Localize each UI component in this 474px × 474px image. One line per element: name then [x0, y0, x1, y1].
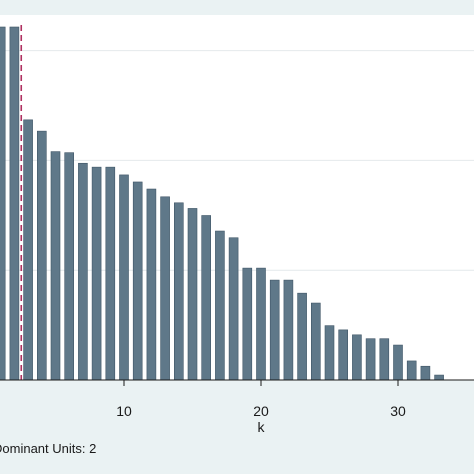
- bar: [338, 329, 349, 381]
- bar: [146, 188, 157, 381]
- bar: [160, 196, 170, 381]
- bar: [310, 302, 321, 381]
- bar: [36, 130, 47, 381]
- bar: [228, 237, 239, 381]
- bar: [0, 26, 6, 381]
- x-tick-label: 30: [390, 403, 406, 419]
- bar: [187, 208, 198, 381]
- bar: [242, 267, 253, 381]
- bar: [105, 166, 116, 381]
- x-axis-title: k: [258, 419, 266, 435]
- bars: [0, 26, 444, 381]
- bar: [201, 215, 211, 381]
- bar: [393, 344, 403, 381]
- bar: [91, 166, 102, 381]
- bar: [215, 230, 225, 381]
- bar: [174, 202, 184, 381]
- bar: [9, 26, 20, 381]
- bar: [64, 152, 74, 381]
- bar: [420, 365, 431, 381]
- x-ticks: 10 20 30: [116, 380, 406, 419]
- bar: [297, 292, 307, 381]
- bar: [269, 279, 280, 381]
- dominant-units-note: Dominant Units: 2: [0, 441, 96, 456]
- bar: [256, 267, 266, 381]
- bar: [434, 374, 444, 381]
- bar: [352, 334, 362, 381]
- bar: [379, 338, 390, 381]
- bar: [50, 151, 61, 381]
- bar: [78, 162, 88, 381]
- x-tick-label: 20: [253, 403, 269, 419]
- bar: [283, 279, 294, 381]
- bar: [406, 360, 417, 381]
- bar: [132, 181, 143, 381]
- x-tick-label: 10: [116, 403, 132, 419]
- bar: [23, 119, 33, 381]
- bar: [365, 338, 376, 381]
- bar: [119, 174, 129, 381]
- bar: [324, 325, 335, 381]
